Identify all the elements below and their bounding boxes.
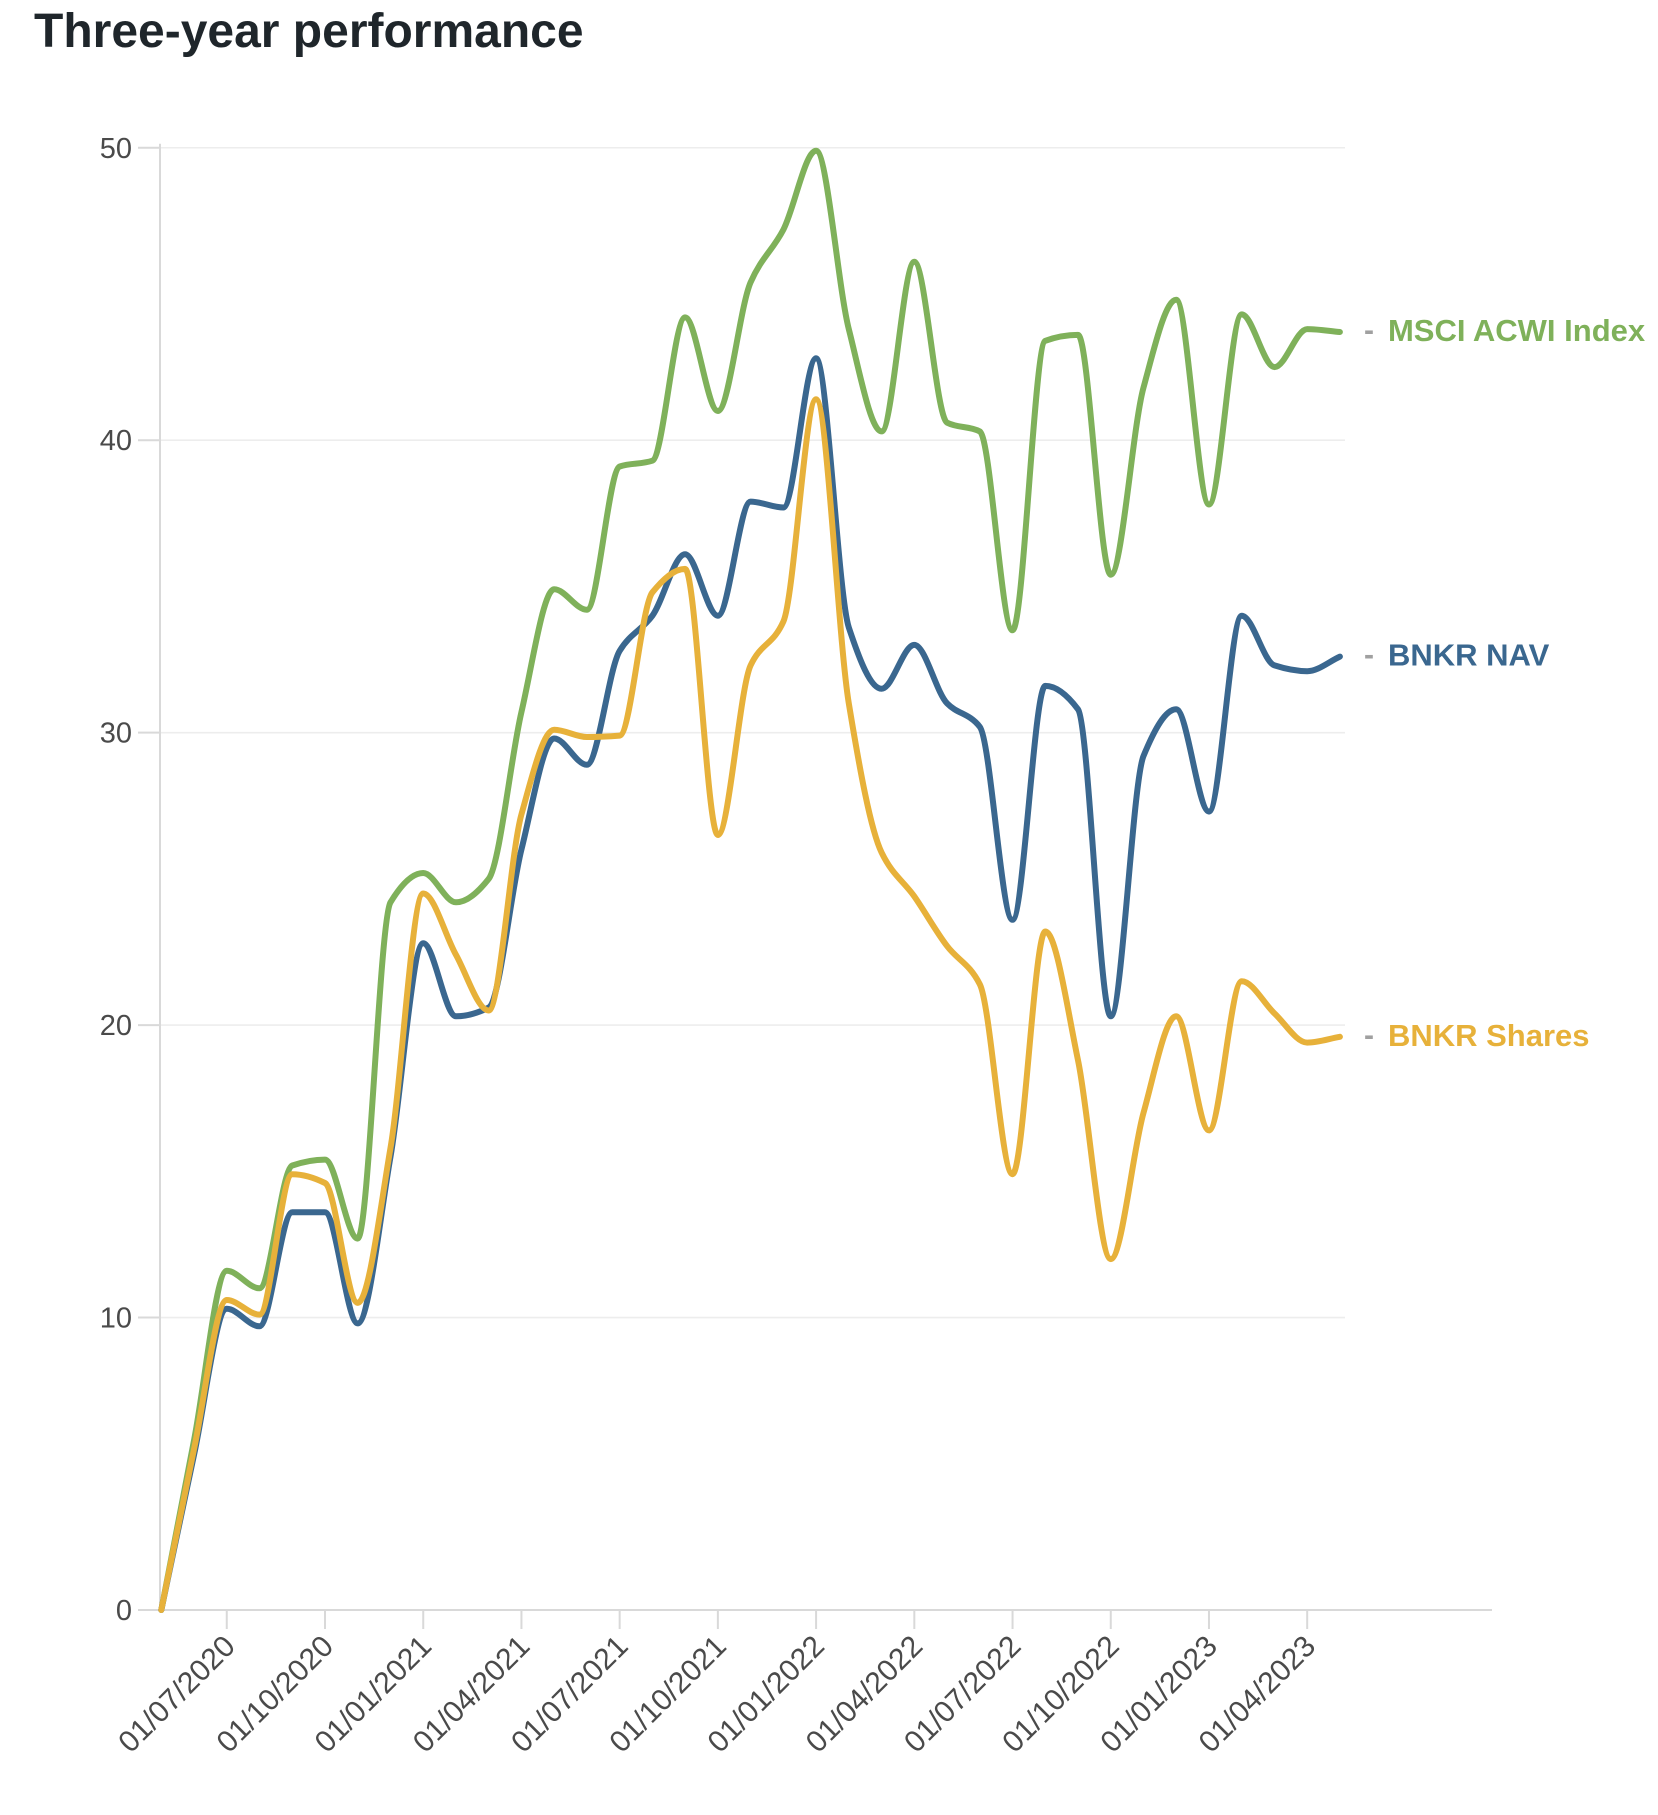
y-tick-label: 0: [116, 1595, 132, 1627]
legend-dash-icon: -: [1364, 639, 1374, 672]
y-tick-label: 40: [100, 425, 132, 457]
series-line-bnkr-nav: [158, 355, 1343, 1613]
series-line-bnkr-shares: [158, 396, 1343, 1613]
y-tick-label: 50: [100, 133, 132, 165]
legend-label-bnkr-shares: BNKR Shares: [1388, 1018, 1590, 1053]
y-tick-label: 10: [100, 1303, 132, 1335]
chart-title: Three-year performance: [34, 5, 584, 58]
y-tick-label: 20: [100, 1010, 132, 1042]
y-tick-label: 30: [100, 718, 132, 750]
legend-dash-icon: -: [1364, 1019, 1374, 1052]
legend-label-bnkr-nav: BNKR NAV: [1388, 638, 1550, 673]
legend-dash-icon: -: [1364, 314, 1374, 347]
series-line-msci-acwi-index: [158, 147, 1343, 1613]
legend-label-msci-acwi-index: MSCI ACWI Index: [1388, 313, 1646, 348]
